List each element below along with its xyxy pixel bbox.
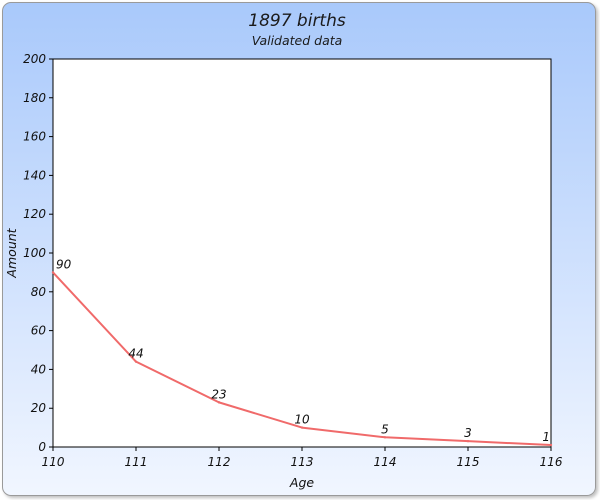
data-label: 5 <box>381 422 389 436</box>
data-point <box>383 436 387 439</box>
x-tick-label: 115 <box>457 455 480 469</box>
y-axis-title: Amount <box>4 227 19 278</box>
x-tick-label: 114 <box>374 455 397 469</box>
data-point <box>466 439 470 443</box>
data-point <box>300 426 304 429</box>
x-axis-title: Age <box>289 475 314 490</box>
y-tick-label: 20 <box>31 401 47 415</box>
x-tick-label: 112 <box>208 455 231 469</box>
data-label: 10 <box>294 413 310 427</box>
data-point <box>51 271 55 274</box>
y-tick-label: 200 <box>23 52 46 66</box>
data-label: 44 <box>128 347 143 361</box>
y-axis: 0 20 40 60 80 100 120 140 160 180 200 <box>23 52 53 454</box>
y-tick-label: 180 <box>23 91 46 105</box>
data-point <box>549 443 553 447</box>
chart-frame: 1897 births Validated data 0 20 40 60 80 100 1… <box>2 2 596 496</box>
y-tick-label: 140 <box>23 168 46 182</box>
data-label: 23 <box>211 387 226 401</box>
y-tick-label: 100 <box>23 246 46 260</box>
x-tick-label: 111 <box>125 455 148 469</box>
data-label: 1 <box>542 430 550 444</box>
plot-area <box>52 58 552 448</box>
y-tick-label: 0 <box>38 440 46 454</box>
data-labels: 90 44 23 10 5 3 1 <box>56 257 550 444</box>
series-group <box>51 271 553 447</box>
x-axis: 110 111 112 113 114 115 116 <box>42 447 563 469</box>
chart-svg: 1897 births Validated data 0 20 40 60 80 100 1… <box>4 11 563 490</box>
data-point <box>217 401 221 404</box>
y-tick-label: 120 <box>23 207 46 221</box>
x-tick-label: 110 <box>42 455 65 469</box>
data-label: 3 <box>464 426 472 440</box>
x-tick-label: 113 <box>291 455 314 469</box>
y-tick-label: 40 <box>31 362 47 376</box>
y-tick-label: 80 <box>31 285 47 299</box>
y-tick-label: 60 <box>31 324 47 338</box>
x-tick-label: 116 <box>540 455 563 469</box>
data-label: 90 <box>56 257 72 271</box>
chart-title: 1897 births <box>248 11 346 31</box>
chart-subtitle: Validated data <box>252 33 343 48</box>
y-tick-label: 160 <box>23 130 46 144</box>
data-point <box>134 360 138 363</box>
